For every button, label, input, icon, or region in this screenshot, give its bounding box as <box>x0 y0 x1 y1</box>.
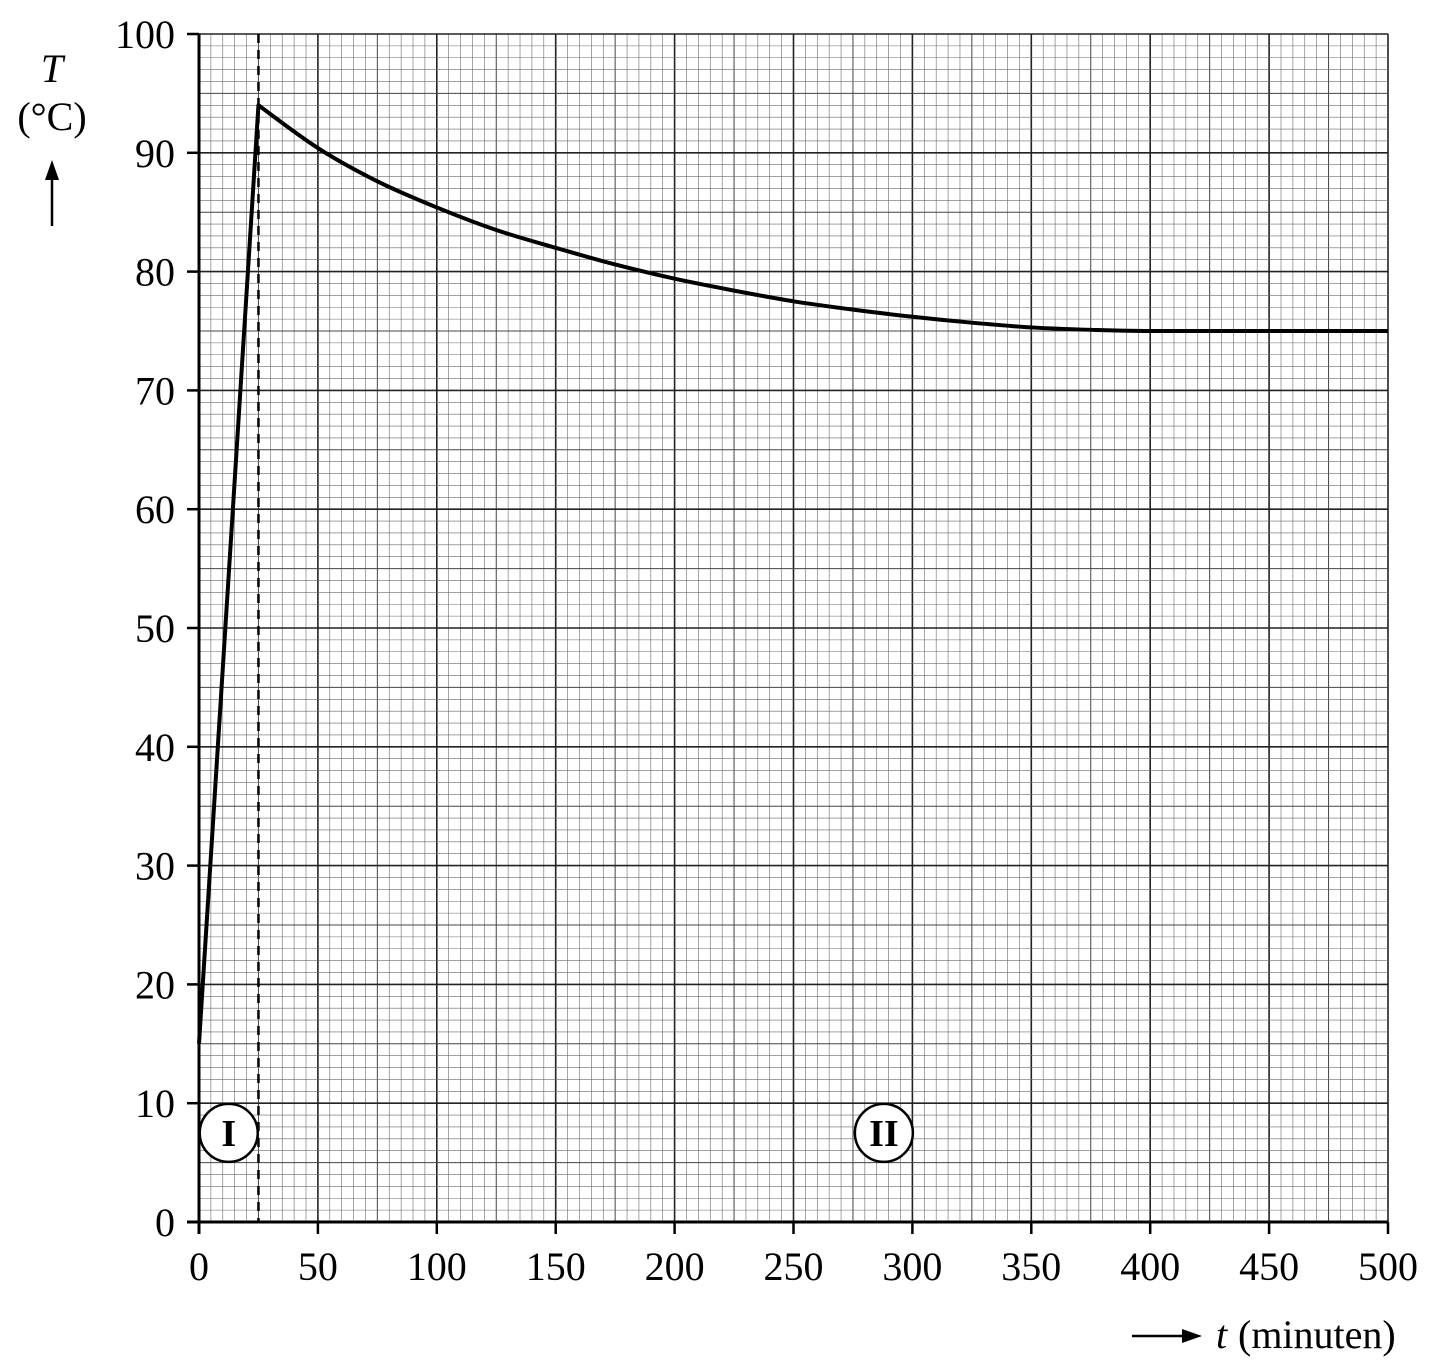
tick-labels: 0 50 100 150 200 250 300 350 400 450 500 0 10 20 30 40 5… <box>115 12 1418 1289</box>
x-tick-label: 0 <box>189 1244 209 1289</box>
region-label: I <box>221 1113 236 1155</box>
region-label: II <box>869 1113 899 1155</box>
y-tick-label: 20 <box>135 962 175 1007</box>
temperature-curve <box>197 103 1388 1044</box>
y-tick-label: 100 <box>115 12 175 57</box>
x-tick-label: 300 <box>882 1244 942 1289</box>
region-marker-circle <box>853 1102 915 1164</box>
y-axis-arrow-icon <box>45 160 59 226</box>
x-axis-arrow-icon <box>1132 1329 1202 1343</box>
data-series <box>197 103 1388 1044</box>
x-tick-label: 50 <box>298 1244 338 1289</box>
y-tick-label: 60 <box>135 487 175 532</box>
x-tick-label: 100 <box>407 1244 467 1289</box>
x-tick-label: 200 <box>645 1244 705 1289</box>
x-tick-label: 250 <box>764 1244 824 1289</box>
x-tick-label: 150 <box>526 1244 586 1289</box>
y-tick-label: 70 <box>135 368 175 413</box>
axes <box>187 32 1390 1234</box>
y-tick-label: 30 <box>135 844 175 889</box>
y-tick-label: 10 <box>135 1081 175 1126</box>
y-axis-unit: (°C) <box>17 94 86 139</box>
y-axis-symbol: T <box>41 46 66 91</box>
x-axis-unit: (minuten) <box>1238 1312 1396 1357</box>
x-tick-label: 400 <box>1120 1244 1180 1289</box>
x-tick-label: 500 <box>1358 1244 1418 1289</box>
y-tick-label: 0 <box>155 1200 175 1245</box>
region-marker-circle <box>198 1102 259 1164</box>
graph-paper-grid <box>198 33 1389 1223</box>
x-axis-symbol: t <box>1216 1312 1228 1357</box>
y-tick-label: 90 <box>135 131 175 176</box>
x-tick-label: 450 <box>1239 1244 1299 1289</box>
x-tick-label: 350 <box>1001 1244 1061 1289</box>
y-tick-label: 40 <box>135 725 175 770</box>
y-tick-label: 50 <box>135 606 175 651</box>
region-labels: I II <box>198 1102 915 1164</box>
y-tick-label: 80 <box>135 250 175 295</box>
